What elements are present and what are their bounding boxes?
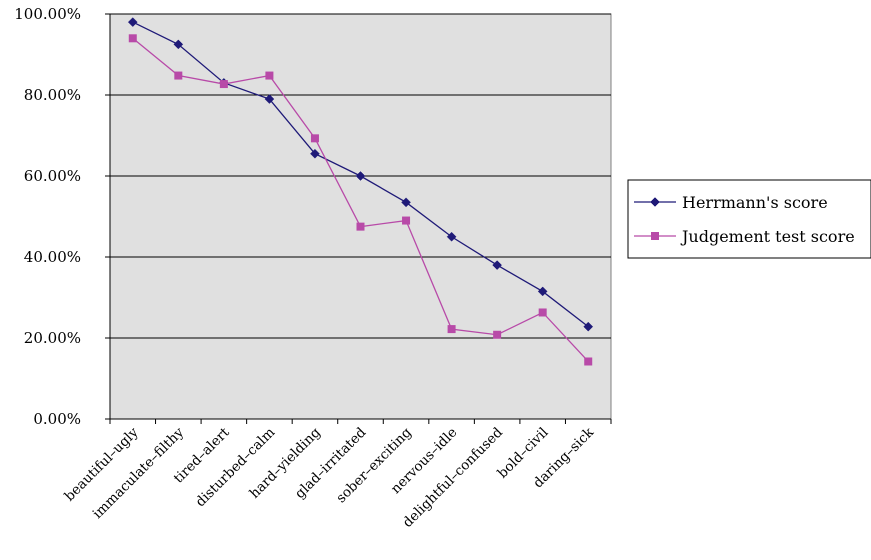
y-tick-label: 80.00% (24, 86, 81, 104)
data-point (264, 94, 275, 104)
y-tick-label: 60.00% (24, 167, 81, 185)
y-axis-tick-labels: 0.00% 20.00% 40.00% 60.00% 80.00% 100.00% (14, 5, 81, 428)
data-point (493, 330, 502, 339)
data-point (265, 71, 274, 80)
legend: Herrmann's score Judgement test score (627, 179, 871, 259)
data-point (356, 222, 365, 231)
data-point (583, 321, 594, 332)
x-axis-tick-labels: beautiful–uglyimmaculate–filthytired–ale… (62, 424, 598, 531)
legend-box (627, 179, 871, 259)
series-1 (127, 17, 594, 332)
data-point (127, 17, 138, 27)
data-point (446, 231, 457, 242)
data-point (447, 325, 456, 334)
legend-marker (651, 232, 659, 240)
plot-area (109, 13, 612, 420)
legend-label: Judgement test score (680, 227, 855, 246)
legend-label: Herrmann's score (682, 193, 828, 212)
data-point (128, 34, 137, 43)
legend-entry: Judgement test score (634, 227, 855, 246)
data-point (538, 308, 547, 317)
data-point (219, 80, 228, 89)
data-point (310, 134, 319, 143)
data-point (401, 197, 411, 208)
data-point (173, 39, 184, 50)
y-tick-label: 100.00% (14, 5, 81, 23)
data-point (355, 171, 366, 181)
y-tick-label: 0.00% (33, 410, 81, 428)
data-point (584, 357, 593, 366)
data-point (310, 148, 320, 159)
series-group (127, 17, 594, 366)
y-tick-label: 20.00% (24, 329, 81, 347)
legend-entry: Herrmann's score (634, 193, 828, 212)
series-2 (128, 34, 593, 366)
data-point (402, 216, 411, 225)
data-point (537, 286, 548, 297)
legend-marker (650, 197, 660, 207)
x-tick-label: disturbed–calm (193, 424, 279, 510)
axes (105, 13, 612, 424)
y-tick-label: 40.00% (24, 248, 81, 266)
data-point (174, 71, 183, 80)
data-point (492, 260, 502, 270)
